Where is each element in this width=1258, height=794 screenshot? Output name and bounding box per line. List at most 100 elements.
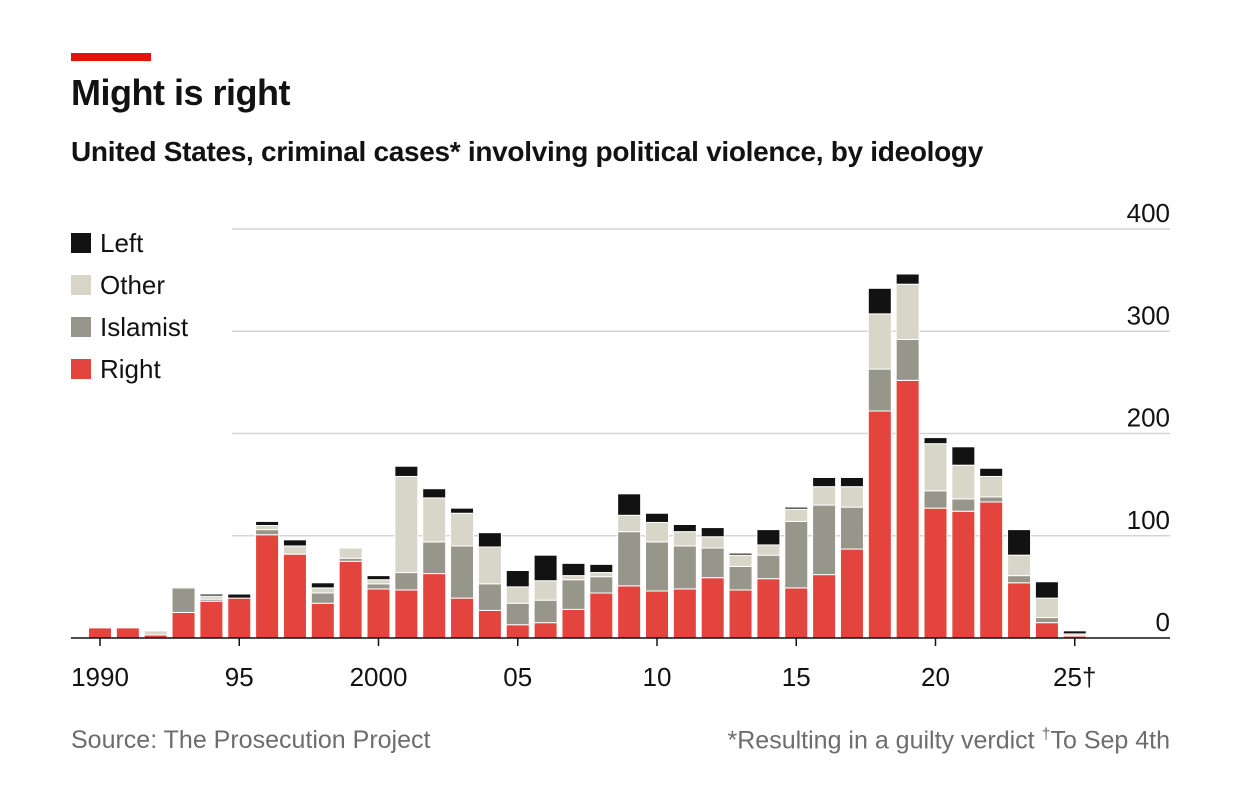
- bar-other-2000: [366, 579, 391, 585]
- bar-other-1996: [255, 525, 280, 531]
- source-note: Source: The Prosecution Project: [71, 726, 431, 754]
- bar-left-1990: [88, 625, 112, 628]
- bar-islamist-2003: [450, 545, 475, 599]
- bar-left-2004: [477, 532, 502, 548]
- bar-left-2001: [394, 465, 419, 477]
- footnote-guilty: *Resulting in a guilty verdict: [727, 726, 1035, 755]
- legend-item-other: Other: [71, 264, 188, 306]
- bar-islamist-2022: [979, 496, 1004, 503]
- bar-right-1998: [310, 602, 335, 639]
- bar-right-2010: [645, 590, 669, 639]
- bar-left-2017: [839, 476, 864, 488]
- bar-right-2011: [672, 588, 697, 639]
- bar-other-2017: [839, 486, 864, 508]
- bar-islamist-2024: [1034, 617, 1059, 624]
- legend-label-right: Right: [100, 353, 161, 384]
- bar-other-2012: [700, 536, 725, 549]
- bar-right-2022: [979, 501, 1004, 639]
- bar-left-2012: [700, 527, 725, 538]
- bar-right-2019: [895, 379, 920, 639]
- bar-other-1999: [338, 547, 363, 559]
- bar-other-2004: [477, 546, 502, 585]
- bar-left-1998: [310, 582, 335, 589]
- bar-right-2016: [812, 574, 837, 639]
- bar-right-2007: [561, 608, 586, 639]
- bar-right-2020: [923, 507, 948, 639]
- brand-red-tag: [71, 53, 151, 61]
- bar-right-1995: [227, 597, 252, 639]
- legend-swatch-islamist: [71, 317, 91, 337]
- bar-other-2005: [505, 586, 530, 604]
- bar-islamist-2023: [1007, 575, 1032, 584]
- legend-label-left: Left: [100, 227, 144, 258]
- bar-right-2014: [756, 578, 781, 639]
- bar-left-2011: [672, 524, 697, 533]
- bar-left-1997: [282, 539, 307, 547]
- x-tick-label-2020: 20: [921, 662, 950, 692]
- bar-islamist-2018: [867, 368, 892, 412]
- chart-subtitle: United States, criminal cases* involving…: [71, 136, 984, 167]
- bar-left-2025: [1062, 630, 1087, 635]
- bar-right-2018: [867, 410, 892, 639]
- bar-right-1999: [338, 560, 363, 639]
- bar-other-2010: [645, 521, 669, 543]
- bar-islamist-2016: [812, 504, 837, 576]
- bar-right-2002: [422, 573, 447, 639]
- bar-left-2020: [923, 437, 948, 445]
- bar-left-2014: [756, 529, 781, 546]
- bar-other-1997: [282, 545, 307, 555]
- bar-right-2012: [700, 577, 725, 639]
- bar-left-2007: [561, 562, 586, 577]
- y-tick-label-400: 400: [1127, 198, 1170, 228]
- bar-right-2015: [784, 587, 809, 639]
- bar-other-2018: [867, 313, 892, 370]
- bar-right-2017: [839, 548, 864, 639]
- legend-item-right: Right: [71, 348, 188, 390]
- x-tick-label-1990: 1990: [71, 662, 129, 692]
- bar-islamist-2004: [477, 583, 502, 611]
- bar-right-2021: [951, 510, 976, 639]
- bar-left-1993: [171, 586, 196, 589]
- bar-islamist-2002: [422, 541, 447, 575]
- y-tick-label-300: 300: [1127, 300, 1170, 330]
- bar-islamist-1998: [310, 592, 335, 604]
- bar-right-2004: [477, 609, 502, 639]
- footnote: *Resulting in a guilty verdict †To Sep 4…: [728, 726, 1170, 755]
- bar-islamist-2015: [784, 520, 809, 589]
- bar-islamist-2017: [839, 506, 864, 550]
- bar-right-1996: [255, 534, 280, 639]
- bar-right-1997: [282, 553, 307, 639]
- bar-other-2011: [672, 531, 697, 547]
- bars: [88, 273, 1087, 639]
- bar-right-2005: [505, 624, 530, 639]
- bar-left-2015: [784, 506, 809, 510]
- bar-other-2015: [784, 508, 809, 522]
- bar-other-2006: [533, 580, 558, 601]
- bar-other-2009: [617, 514, 642, 533]
- bar-other-2020: [923, 443, 948, 492]
- bar-right-2009: [617, 585, 642, 639]
- bar-right-1990: [88, 627, 112, 639]
- bar-islamist-2021: [951, 498, 976, 512]
- bar-right-2023: [1007, 582, 1032, 639]
- bar-right-1991: [115, 627, 140, 639]
- bar-right-2001: [394, 589, 419, 639]
- bar-left-2018: [867, 287, 892, 315]
- bar-other-1998: [310, 587, 335, 594]
- bar-other-2002: [422, 497, 447, 543]
- bar-islamist-2020: [923, 490, 948, 509]
- bar-left-2005: [505, 570, 530, 588]
- legend-swatch-left: [71, 233, 91, 253]
- bar-islamist-2019: [895, 338, 920, 381]
- bar-other-2008: [589, 572, 614, 578]
- bar-other-2001: [394, 475, 419, 574]
- bar-left-2009: [617, 493, 642, 516]
- bar-islamist-2000: [366, 583, 391, 590]
- bar-islamist-2011: [672, 545, 697, 590]
- y-tick-label-0: 0: [1156, 607, 1170, 637]
- bar-right-2013: [728, 589, 753, 639]
- bar-islamist-2006: [533, 599, 558, 624]
- bar-islamist-2005: [505, 602, 530, 626]
- x-tick-label-1995: 95: [225, 662, 254, 692]
